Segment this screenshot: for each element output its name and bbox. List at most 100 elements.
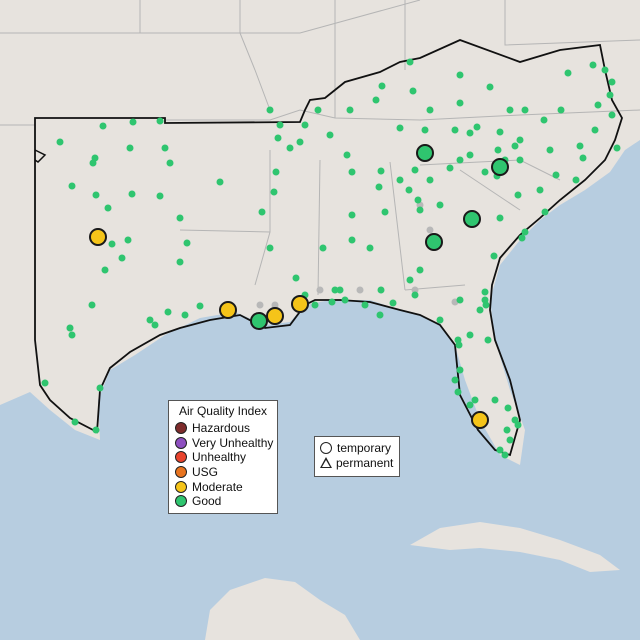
monitor-marker-good[interactable]	[466, 129, 474, 137]
monitor-marker-good[interactable]	[521, 106, 529, 114]
monitor-marker-good[interactable]	[266, 244, 274, 252]
monitor-marker-good[interactable]	[426, 106, 434, 114]
monitor-marker-good[interactable]	[613, 144, 621, 152]
monitor-marker-good[interactable]	[66, 324, 74, 332]
monitor-marker-good[interactable]	[411, 291, 419, 299]
monitor-marker-good[interactable]	[89, 159, 97, 167]
monitor-marker-good[interactable]	[501, 451, 509, 459]
monitor-marker-good[interactable]	[484, 336, 492, 344]
monitor-marker-good[interactable]	[608, 78, 616, 86]
monitor-marker-good[interactable]	[579, 154, 587, 162]
monitor-marker-good[interactable]	[96, 384, 104, 392]
monitor-marker-good[interactable]	[496, 446, 504, 454]
monitor-marker-good[interactable]	[311, 301, 319, 309]
monitor-marker-good[interactable]	[346, 106, 354, 114]
monitor-marker-good[interactable]	[426, 176, 434, 184]
monitor-marker-good[interactable]	[129, 118, 137, 126]
monitor-marker-good[interactable]	[326, 131, 334, 139]
monitor-marker-good[interactable]	[591, 126, 599, 134]
monitor-marker-good[interactable]	[258, 208, 266, 216]
monitor-marker-good[interactable]	[541, 208, 549, 216]
monitor-marker-good[interactable]	[451, 376, 459, 384]
monitor-marker-good[interactable]	[490, 252, 498, 260]
monitor-marker-good[interactable]	[516, 156, 524, 164]
monitor-marker-good[interactable]	[166, 159, 174, 167]
monitor-marker-good[interactable]	[406, 276, 414, 284]
monitor-marker-good[interactable]	[104, 204, 112, 212]
monitor-marker-good[interactable]	[128, 190, 136, 198]
monitor-marker-good[interactable]	[176, 258, 184, 266]
monitor-marker-good-large[interactable]	[425, 233, 443, 251]
monitor-marker-good[interactable]	[161, 144, 169, 152]
monitor-marker-good[interactable]	[396, 176, 404, 184]
monitor-marker-good[interactable]	[176, 214, 184, 222]
monitor-marker-good[interactable]	[101, 266, 109, 274]
monitor-marker-good[interactable]	[183, 239, 191, 247]
monitor-marker-good[interactable]	[406, 58, 414, 66]
monitor-marker-moderate-large[interactable]	[266, 307, 284, 325]
monitor-marker-good[interactable]	[276, 121, 284, 129]
monitor-marker-good[interactable]	[503, 426, 511, 434]
monitor-marker-moderate-large[interactable]	[291, 295, 309, 313]
monitor-marker-good[interactable]	[99, 122, 107, 130]
monitor-marker-good[interactable]	[389, 299, 397, 307]
monitor-marker-no-data[interactable]	[271, 301, 279, 309]
monitor-marker-good[interactable]	[436, 316, 444, 324]
monitor-marker-good[interactable]	[296, 138, 304, 146]
monitor-marker-good[interactable]	[511, 142, 519, 150]
monitor-marker-good[interactable]	[319, 244, 327, 252]
monitor-marker-moderate-large[interactable]	[219, 301, 237, 319]
monitor-marker-no-data[interactable]	[316, 286, 324, 294]
monitor-marker-good[interactable]	[41, 379, 49, 387]
monitor-marker-good[interactable]	[594, 101, 602, 109]
monitor-marker-good[interactable]	[301, 121, 309, 129]
monitor-marker-good[interactable]	[476, 306, 484, 314]
monitor-marker-good[interactable]	[416, 266, 424, 274]
monitor-marker-good[interactable]	[146, 316, 154, 324]
monitor-marker-good[interactable]	[473, 123, 481, 131]
monitor-marker-good[interactable]	[504, 404, 512, 412]
monitor-marker-good[interactable]	[216, 178, 224, 186]
monitor-marker-good[interactable]	[118, 254, 126, 262]
monitor-marker-good[interactable]	[506, 436, 514, 444]
monitor-marker-good[interactable]	[396, 124, 404, 132]
monitor-marker-good[interactable]	[92, 426, 100, 434]
monitor-marker-moderate-large[interactable]	[89, 228, 107, 246]
monitor-marker-good[interactable]	[486, 83, 494, 91]
monitor-marker-good[interactable]	[336, 286, 344, 294]
monitor-marker-good[interactable]	[405, 186, 413, 194]
monitor-marker-good[interactable]	[68, 331, 76, 339]
monitor-marker-good[interactable]	[518, 234, 526, 242]
monitor-marker-good[interactable]	[496, 214, 504, 222]
monitor-marker-good[interactable]	[71, 418, 79, 426]
monitor-marker-good-large[interactable]	[463, 210, 481, 228]
monitor-marker-good[interactable]	[414, 196, 422, 204]
monitor-marker-good[interactable]	[552, 171, 560, 179]
monitor-marker-good[interactable]	[377, 286, 385, 294]
monitor-marker-good[interactable]	[546, 146, 554, 154]
monitor-marker-good-large[interactable]	[491, 158, 509, 176]
monitor-marker-good[interactable]	[372, 96, 380, 104]
monitor-marker-good[interactable]	[409, 87, 417, 95]
monitor-marker-good[interactable]	[181, 311, 189, 319]
monitor-marker-good[interactable]	[572, 176, 580, 184]
monitor-marker-good[interactable]	[496, 128, 504, 136]
monitor-marker-good[interactable]	[421, 126, 429, 134]
monitor-marker-good[interactable]	[454, 388, 462, 396]
monitor-marker-good[interactable]	[536, 186, 544, 194]
monitor-marker-good[interactable]	[516, 136, 524, 144]
monitor-marker-good[interactable]	[557, 106, 565, 114]
monitor-marker-good[interactable]	[108, 240, 116, 248]
monitor-marker-good[interactable]	[564, 69, 572, 77]
monitor-marker-good[interactable]	[378, 82, 386, 90]
monitor-marker-good[interactable]	[466, 151, 474, 159]
monitor-marker-no-data[interactable]	[426, 226, 434, 234]
monitor-marker-good[interactable]	[331, 286, 339, 294]
monitor-marker-good[interactable]	[375, 183, 383, 191]
monitor-marker-no-data[interactable]	[256, 301, 264, 309]
monitor-marker-good[interactable]	[491, 396, 499, 404]
monitor-marker-good[interactable]	[606, 91, 614, 99]
monitor-marker-good[interactable]	[377, 167, 385, 175]
